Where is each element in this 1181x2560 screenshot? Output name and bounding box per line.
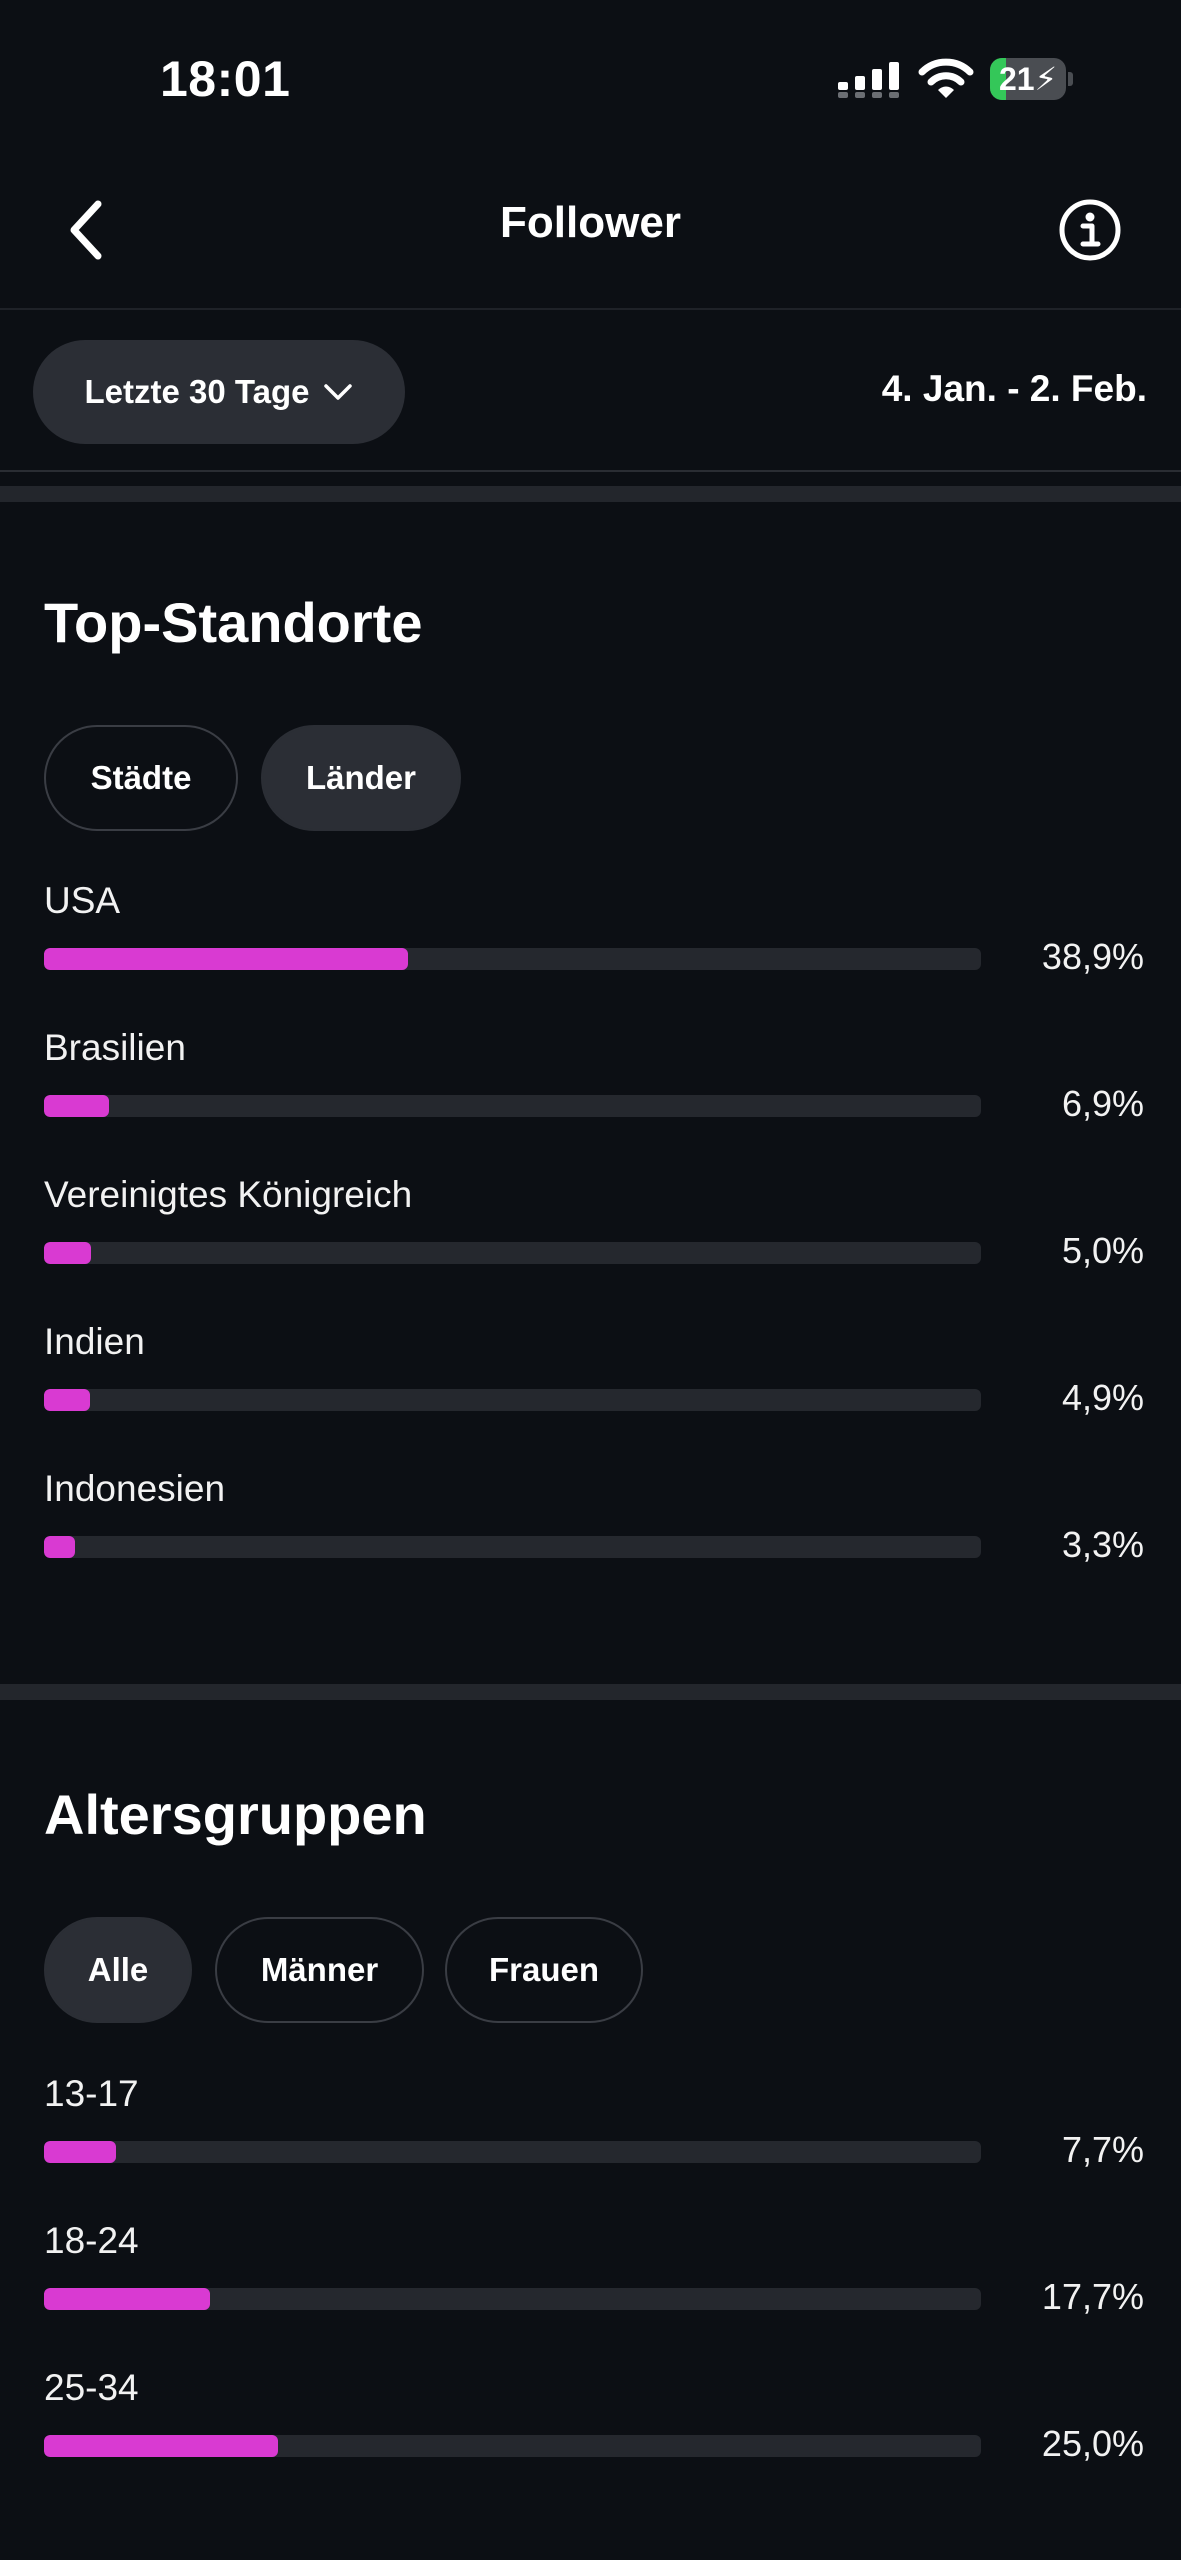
bar-fill [44,2435,279,2457]
age-value: 7,7% [1061,2129,1144,2170]
location-row-brazil: Brasilien 6,9% [44,1027,1144,1167]
age-row-25-34: 25-34 25,0% [44,2367,1144,2507]
battery-fill [990,58,1006,100]
status-bar: 18:01 21⚡ [0,0,1181,160]
chip-women[interactable]: Frauen [445,1917,643,2023]
chip-countries[interactable]: Länder [261,725,461,831]
bar-track [44,2435,981,2457]
battery-cap [1068,72,1073,86]
age-label: 13-17 [44,2073,139,2114]
bar-track [44,1536,981,1558]
age-label: 25-34 [44,2367,139,2408]
bar-track [44,2141,981,2163]
bar-fill [44,2288,210,2310]
section-divider [0,1684,1181,1700]
age-value: 17,7% [1041,2276,1144,2317]
location-value: 5,0% [1061,1230,1144,1271]
location-label: Brasilien [44,1027,186,1068]
location-row-usa: USA 38,9% [44,880,1144,1020]
location-value: 4,9% [1061,1377,1144,1418]
chip-label: Länder [305,759,417,796]
chip-label: Alle [87,1951,149,1988]
location-label: Indien [44,1321,145,1362]
info-icon[interactable] [1050,190,1130,270]
location-value: 6,9% [1061,1083,1144,1124]
bar-fill [44,1242,91,1264]
page-title: Follower [500,198,681,247]
age-row-18-24: 18-24 17,7% [44,2220,1144,2360]
section-divider [0,486,1181,502]
age-row-13-17: 13-17 7,7% [44,2073,1144,2213]
bar-fill [44,2141,117,2163]
section-title-age-groups: Altersgruppen [44,1783,427,1846]
bar-fill [44,1095,109,1117]
chip-label: Städte [90,759,192,796]
chip-all[interactable]: Alle [44,1917,192,2023]
bar-fill [44,1536,75,1558]
status-time: 18:01 [160,51,291,107]
chip-cities[interactable]: Städte [44,725,238,831]
bar-track [44,1095,981,1117]
location-label: USA [44,880,121,921]
chip-label: Frauen [488,1951,600,1988]
location-row-india: Indien 4,9% [44,1321,1144,1461]
section-title-locations: Top-Standorte [44,591,423,654]
period-label: Letzte 30 Tage [84,373,310,410]
battery-body: 21⚡ [990,58,1066,100]
chevron-down-icon [324,384,353,400]
bar-fill [44,1389,90,1411]
filter-row: Letzte 30 Tage 4. Jan. - 2. Feb. [0,312,1181,472]
bar-track [44,2288,981,2310]
chip-label: Männer [260,1951,379,1988]
battery-icon: 21⚡ [990,58,1073,100]
location-value: 38,9% [1041,936,1144,977]
location-label: Indonesien [44,1468,226,1509]
bar-track [44,1242,981,1264]
location-row-indonesia: Indonesien 3,3% [44,1468,1144,1608]
period-dropdown[interactable]: Letzte 30 Tage [33,340,405,444]
navigation-bar: Follower [0,160,1181,310]
age-value: 25,0% [1041,2423,1144,2464]
date-range: 4. Jan. - 2. Feb. [881,368,1147,409]
location-value: 3,3% [1061,1524,1144,1565]
chevron-left-icon[interactable] [50,190,130,270]
wifi-icon [918,58,974,98]
bar-track [44,1389,981,1411]
location-label: Vereinigtes Königreich [44,1174,413,1215]
bar-track [44,948,981,970]
signal-icon [838,62,899,98]
age-label: 18-24 [44,2220,139,2261]
location-row-uk: Vereinigtes Königreich 5,0% [44,1174,1144,1314]
chip-men[interactable]: Männer [215,1917,424,2023]
bar-fill [44,948,409,970]
battery-level: 21⚡ [998,61,1058,97]
